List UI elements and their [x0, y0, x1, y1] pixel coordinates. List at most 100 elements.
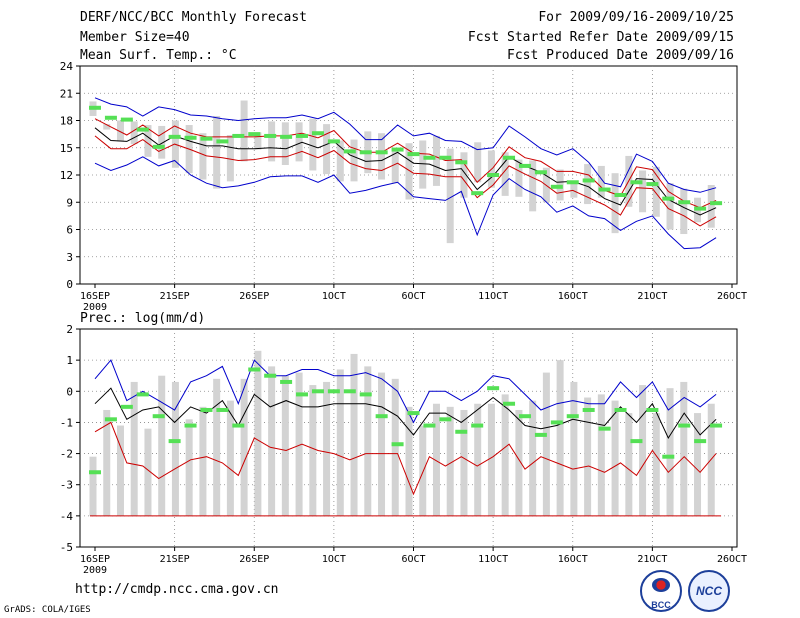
- forecast-period: For 2009/09/16-2009/10/25: [538, 10, 734, 25]
- x-tick-label: 6OCT: [401, 291, 425, 302]
- ensemble-box: [515, 159, 523, 197]
- chart-title: DERF/NCC/BCC Monthly Forecast: [80, 10, 307, 25]
- y-tick-label: 24: [60, 60, 74, 73]
- ensemble-box: [378, 133, 386, 180]
- observation-marker: [710, 423, 723, 428]
- y-tick-label: 9: [66, 196, 73, 209]
- ensemble-box: [309, 118, 317, 171]
- ensemble-box: [680, 381, 688, 516]
- observation-marker: [375, 150, 388, 155]
- x-tick-label: 16OCT: [558, 291, 588, 302]
- ensemble-box: [391, 151, 399, 184]
- ensemble-box: [460, 409, 468, 516]
- fcst-produced-date: Fcst Produced Date 2009/09/16: [507, 48, 734, 63]
- observation-marker: [200, 407, 213, 412]
- source-url[interactable]: http://cmdp.ncc.cma.gov.cn: [75, 582, 279, 597]
- ensemble-box: [680, 188, 688, 235]
- observation-marker: [566, 180, 579, 185]
- ensemble-box: [240, 100, 248, 162]
- ensemble-box: [405, 143, 413, 200]
- ensemble-box: [336, 369, 344, 516]
- ensemble-box: [254, 350, 262, 516]
- y-tick-label: -3: [60, 479, 73, 492]
- observation-marker: [89, 105, 101, 110]
- observation-marker: [694, 439, 707, 444]
- observation-marker: [582, 178, 595, 183]
- ensemble-box: [474, 142, 482, 183]
- ensemble-box: [556, 360, 564, 516]
- ensemble-box: [419, 425, 427, 516]
- ensemble-box: [268, 121, 276, 162]
- observation-marker: [280, 379, 293, 384]
- member-size: Member Size=40: [80, 30, 190, 45]
- observation-marker: [359, 392, 372, 397]
- ncc-logo: NCC: [688, 570, 730, 612]
- ensemble-box: [336, 140, 344, 182]
- x-tick-label: 21SEP: [160, 291, 190, 302]
- ensemble-box: [501, 152, 509, 196]
- observation-marker: [487, 173, 500, 177]
- ensemble-box: [199, 406, 207, 516]
- x-tick-label: 1OCT: [322, 291, 346, 302]
- ensemble-box: [254, 132, 262, 150]
- x-year-label: 2009: [83, 565, 107, 576]
- ensemble-box: [268, 366, 276, 516]
- observation-marker: [136, 127, 149, 132]
- observation-marker: [646, 407, 659, 412]
- x-tick-label: 21OCT: [637, 554, 667, 565]
- observation-marker: [678, 200, 691, 205]
- ensemble-box: [281, 375, 289, 516]
- ensemble-box: [295, 122, 303, 162]
- ensemble-box: [474, 403, 482, 516]
- observation-marker: [168, 134, 181, 139]
- observation-marker: [518, 163, 531, 168]
- observation-marker: [232, 423, 245, 428]
- x-tick-label: 16SEP: [80, 291, 110, 302]
- bcc-logo: BCC: [640, 570, 682, 612]
- ensemble-box: [130, 381, 138, 516]
- ensemble-box: [144, 428, 152, 516]
- observation-marker: [391, 147, 404, 152]
- plot-frame: [79, 328, 738, 548]
- observation-marker: [248, 132, 261, 137]
- observation-marker: [296, 392, 309, 397]
- ensemble-box: [240, 378, 248, 516]
- observation-marker: [89, 470, 101, 475]
- ensemble-box: [226, 400, 234, 516]
- observation-marker: [439, 155, 452, 160]
- observation-marker: [327, 389, 340, 394]
- ensemble-box: [158, 125, 166, 159]
- observation-marker: [407, 411, 420, 416]
- ensemble-box: [130, 121, 138, 145]
- observation-marker: [662, 196, 675, 201]
- observation-marker: [694, 206, 707, 211]
- ensemble-box: [570, 381, 578, 516]
- panel-temperature: 0 3 6 9 12 15 18 21 24 16SEP 21SEP 26SEP 1OCT 6OCT 11O…: [60, 60, 747, 313]
- x-tick-label: 11OCT: [478, 554, 508, 565]
- ensemble-box: [666, 183, 674, 230]
- ensemble-box: [529, 160, 537, 212]
- ensemble-box: [185, 419, 193, 516]
- observation-marker: [280, 134, 293, 139]
- observation-marker: [566, 414, 579, 419]
- x-tick-label: 21SEP: [160, 554, 190, 565]
- x-tick-label: 1OCT: [322, 554, 346, 565]
- observation-marker: [264, 373, 277, 378]
- observation-marker: [598, 426, 611, 431]
- observation-marker: [423, 155, 436, 160]
- observation-marker: [296, 133, 309, 138]
- observation-marker: [104, 115, 117, 120]
- ensemble-box: [639, 170, 647, 213]
- observation-marker: [375, 414, 388, 419]
- ensemble-box: [652, 413, 660, 516]
- ensemble-box: [529, 400, 537, 516]
- observation-marker: [534, 432, 547, 437]
- ensemble-box: [391, 378, 399, 516]
- observation-marker: [136, 392, 149, 397]
- ensemble-box: [652, 166, 660, 217]
- observation-marker: [216, 139, 229, 144]
- series-line-lower: [94, 421, 717, 496]
- x-tick-label: 26SEP: [239, 291, 269, 302]
- observation-marker: [582, 407, 595, 412]
